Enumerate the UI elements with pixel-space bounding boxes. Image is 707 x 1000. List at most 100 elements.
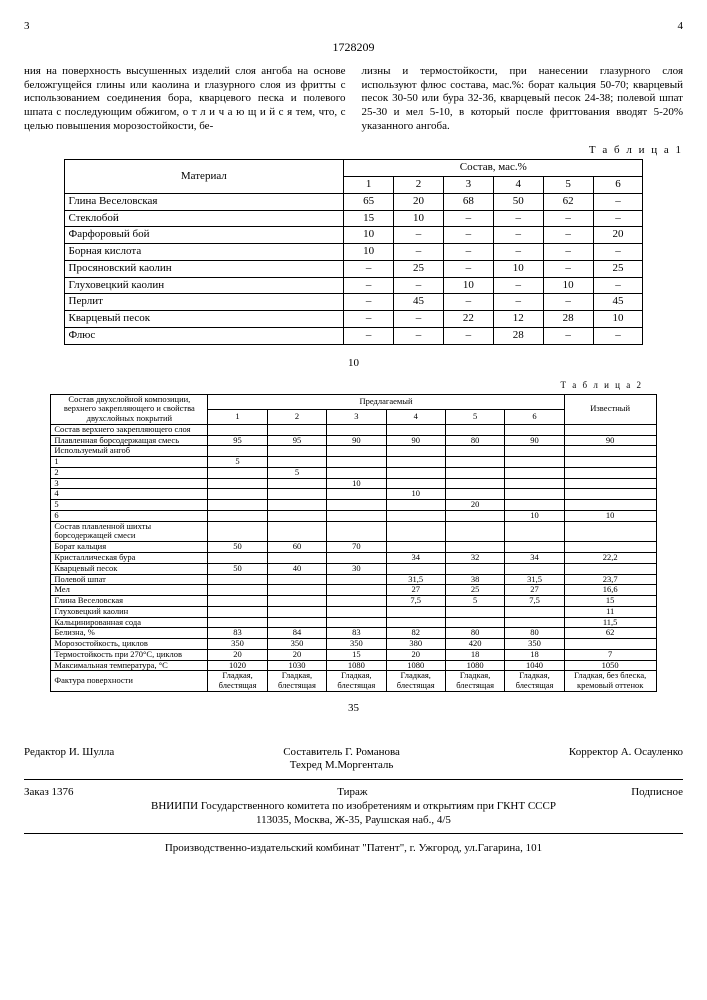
table2-cell: 16,6	[564, 585, 656, 596]
table1-cell: –	[344, 294, 394, 311]
table2-cell	[564, 457, 656, 468]
table2-cell	[445, 542, 504, 553]
table2-cell: 5	[267, 467, 326, 478]
table1-cell: 50	[493, 193, 543, 210]
table2-cell	[386, 424, 445, 435]
table2-cell	[208, 585, 267, 596]
table1-cell: –	[344, 260, 394, 277]
table1-cell: –	[443, 227, 493, 244]
table1-cell: –	[493, 294, 543, 311]
table2-cell: 1040	[505, 660, 564, 671]
table2-cell: 82	[386, 628, 445, 639]
table1-cell: –	[394, 311, 444, 328]
table2-cell: Гладкая, блестящая	[505, 671, 564, 692]
table2-cell: 95	[208, 435, 267, 446]
table2-cell: 32	[445, 552, 504, 563]
table1-cell: 45	[593, 294, 643, 311]
table2-cell: 1050	[564, 660, 656, 671]
table2-rowname: Белизна, %	[51, 628, 208, 639]
table2-cell	[445, 467, 504, 478]
table2-cell	[505, 446, 564, 457]
address: 113035, Москва, Ж-35, Раушская наб., 4/5	[24, 814, 683, 828]
table2-cell: 25	[445, 585, 504, 596]
table2-cell: 1030	[267, 660, 326, 671]
table2-cell: 90	[564, 435, 656, 446]
table1-cell: –	[394, 277, 444, 294]
table1-cell: 25	[593, 260, 643, 277]
table2-cell: 10	[386, 489, 445, 500]
table2-head-left: Состав двухслойной компози­ции, верхнего…	[51, 394, 208, 424]
table2-rowname: 2	[51, 467, 208, 478]
table1-cell: –	[493, 277, 543, 294]
table2-cell	[267, 574, 326, 585]
table1-head-material: Материал	[64, 160, 344, 194]
table2-cell	[267, 596, 326, 607]
table2-cell	[564, 489, 656, 500]
table2-col: 1	[208, 409, 267, 424]
table2-cell	[445, 446, 504, 457]
table1-cell: –	[443, 294, 493, 311]
table2-cell: 15	[327, 649, 386, 660]
table2-cell	[386, 478, 445, 489]
table2-head-known: Известный	[564, 394, 656, 424]
table2-rowname: 3	[51, 478, 208, 489]
table2-cell: 50	[208, 542, 267, 553]
table2-cell: 11	[564, 606, 656, 617]
table2-cell	[386, 606, 445, 617]
table2-cell	[208, 489, 267, 500]
table2-cell: 31,5	[505, 574, 564, 585]
table2-cell	[386, 521, 445, 542]
table2-rowname: Кальцинированная сода	[51, 617, 208, 628]
table2-cell	[564, 446, 656, 457]
table2-cell	[327, 424, 386, 435]
table2-cell	[327, 585, 386, 596]
table1-rowname: Глина Веселовская	[64, 193, 344, 210]
table2-cell	[208, 510, 267, 521]
table2-cell: Гладкая, блестящая	[386, 671, 445, 692]
table1-cell: –	[394, 227, 444, 244]
table2-cell: 18	[505, 649, 564, 660]
table2-col: 2	[267, 409, 326, 424]
table2-cell	[208, 446, 267, 457]
table1-cell: –	[543, 260, 593, 277]
table2-cell	[445, 510, 504, 521]
table1-cell: 28	[543, 311, 593, 328]
table2-cell	[564, 563, 656, 574]
table2-cell: Гладкая, блестящая	[267, 671, 326, 692]
table2-cell: 7	[564, 649, 656, 660]
table2-cell: 62	[564, 628, 656, 639]
line-number-35: 35	[24, 702, 683, 716]
table2-cell: 83	[208, 628, 267, 639]
table2-cell: 34	[505, 552, 564, 563]
table2-cell	[386, 563, 445, 574]
table1-cell: –	[493, 210, 543, 227]
editor: Редактор И. Шулла	[24, 746, 114, 774]
table2-cell	[505, 500, 564, 511]
table1-rowname: Фарфоровый бой	[64, 227, 344, 244]
table2-cell	[445, 606, 504, 617]
table2-cell: 20	[208, 649, 267, 660]
table2-rowname: Борат кальция	[51, 542, 208, 553]
table1-cell: 62	[543, 193, 593, 210]
table1-col: 6	[593, 177, 643, 194]
table2-cell: 420	[445, 639, 504, 650]
table2-cell: 23,7	[564, 574, 656, 585]
table1-head-composition: Состав, мас.%	[344, 160, 643, 177]
table1-cell: 28	[493, 327, 543, 344]
table2-label: Т а б л и ц а 2	[24, 380, 643, 391]
table2-cell: 90	[386, 435, 445, 446]
table1-cell: –	[543, 244, 593, 261]
table2-rowname: Термостойкость при 270°С, циклов	[51, 649, 208, 660]
table2-cell	[564, 500, 656, 511]
table2-rowname: Состав верхнего закрепляю­щего слоя	[51, 424, 208, 435]
table1-cell: –	[593, 210, 643, 227]
table2-cell: 20	[386, 649, 445, 660]
table1-cell: –	[543, 327, 593, 344]
table2-cell	[505, 478, 564, 489]
table2-cell: 350	[267, 639, 326, 650]
table1-cell: –	[344, 277, 394, 294]
table1-cell: –	[443, 327, 493, 344]
table1-cell: 45	[394, 294, 444, 311]
table2-cell	[327, 521, 386, 542]
table2-cell: 5	[208, 457, 267, 468]
